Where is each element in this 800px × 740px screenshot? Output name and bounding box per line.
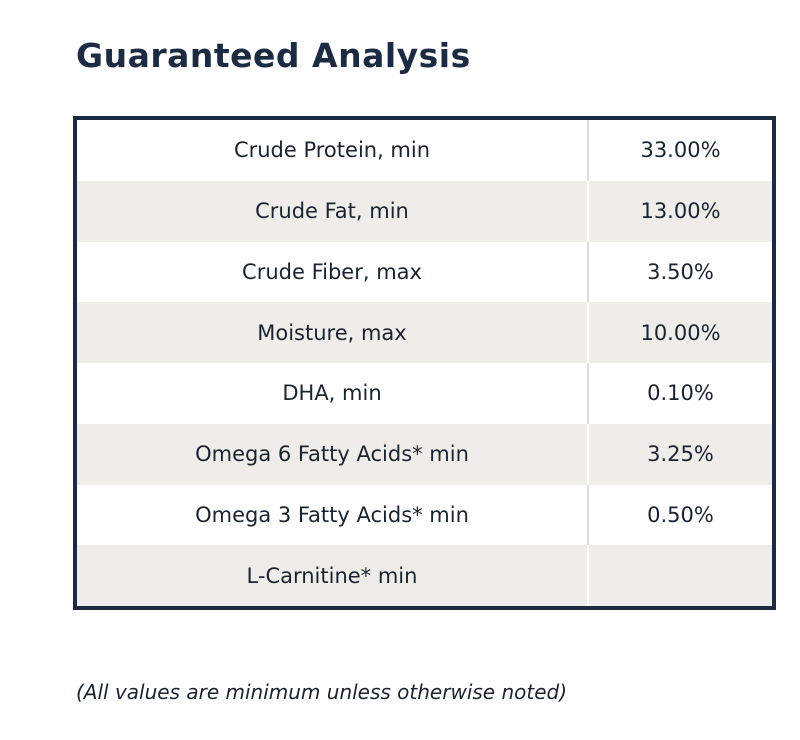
nutrient-value: 13.00% [640, 199, 721, 224]
nutrient-name: Crude Protein, min [77, 120, 589, 181]
nutrient-value: 33.00% [640, 138, 721, 163]
table-row: Omega 6 Fatty Acids* min 3.25% [77, 423, 772, 485]
table-row: Crude Fiber, max 3.50% [77, 241, 772, 303]
nutrient-name: Omega 6 Fatty Acids* min [77, 423, 589, 485]
nutrient-name: L-Carnitine* min [77, 545, 589, 606]
table-row: Moisture, max 10.00% [77, 302, 772, 363]
table-row: Crude Fat, min 13.00% [77, 180, 772, 242]
nutrient-value: 0.10% [647, 381, 714, 406]
table-row: Omega 3 Fatty Acids* min 0.50% [77, 484, 772, 546]
nutrient-name: Moisture, max [77, 302, 589, 363]
page-title: Guaranteed Analysis [76, 36, 471, 75]
table-row: Crude Protein, min 33.00% [77, 120, 772, 181]
nutrient-value: 3.25% [647, 442, 714, 467]
nutrient-name: Omega 3 Fatty Acids* min [77, 484, 589, 546]
guaranteed-analysis-table: Crude Protein, min 33.00% Crude Fat, min… [73, 116, 776, 610]
nutrient-name: DHA, min [77, 363, 589, 424]
footnote: (All values are minimum unless otherwise… [76, 680, 568, 704]
nutrient-name: Crude Fiber, max [77, 241, 589, 303]
nutrient-value [589, 545, 772, 606]
table-row: DHA, min 0.10% [77, 363, 772, 424]
nutrient-value: 3.50% [647, 259, 714, 284]
nutrient-value: 10.00% [640, 320, 721, 345]
nutrient-name: Crude Fat, min [77, 180, 589, 242]
table-row: L-Carnitine* min [77, 545, 772, 606]
nutrient-value: 0.50% [647, 502, 714, 527]
